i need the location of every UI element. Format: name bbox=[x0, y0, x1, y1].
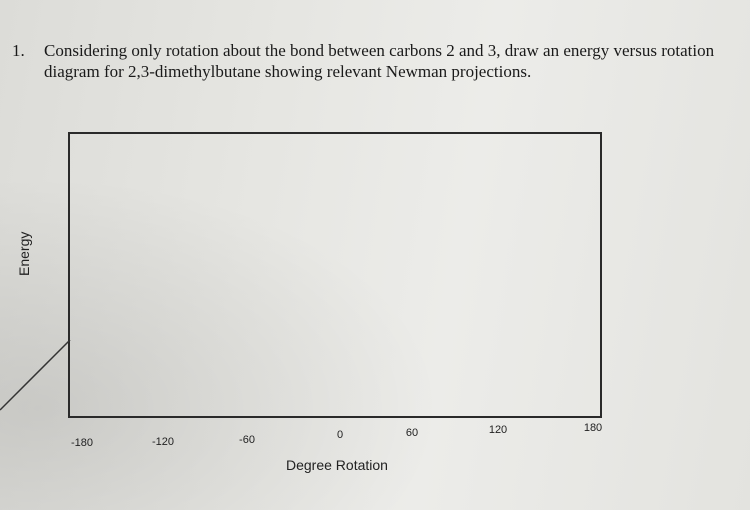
question-number: 1. bbox=[12, 41, 25, 60]
y-axis-label: Energy bbox=[16, 231, 32, 276]
x-tick-label: 180 bbox=[583, 422, 603, 434]
x-tick-label: 120 bbox=[488, 424, 508, 436]
x-tick-label: -60 bbox=[239, 434, 255, 446]
pen-stroke bbox=[0, 339, 71, 411]
question-text: Considering only rotation about the bond… bbox=[44, 41, 715, 81]
x-axis-label: Degree Rotation bbox=[286, 457, 388, 473]
x-tick-label: 60 bbox=[405, 427, 419, 439]
x-tick-label: 0 bbox=[336, 429, 344, 441]
x-tick-label: -120 bbox=[151, 436, 175, 448]
blank-diagram-box bbox=[68, 132, 602, 418]
x-tick-label: -180 bbox=[70, 437, 94, 449]
